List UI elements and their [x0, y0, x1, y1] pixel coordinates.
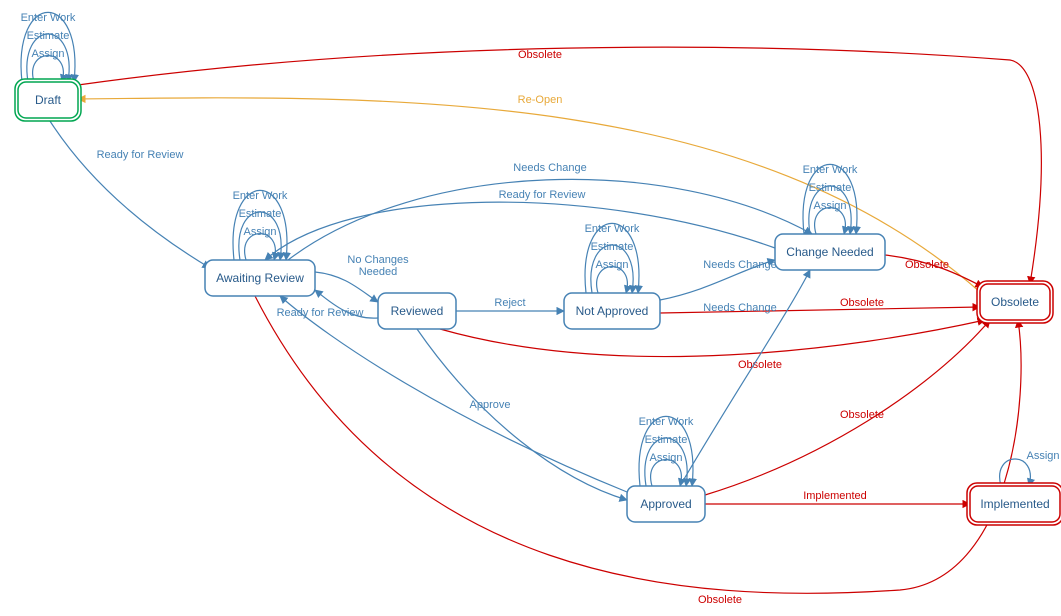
- selfloop-label-awaiting-2: Enter Work: [233, 190, 288, 202]
- edge-approved-to-obsolete: [705, 320, 990, 495]
- edge-label-approved-to-obsolete: Obsolete: [840, 409, 884, 421]
- edge-label-approved-to-changeneeded: Needs Change: [703, 302, 776, 314]
- node-label-awaiting: Awaiting Review: [216, 271, 304, 285]
- selfloop-label-draft-2: Enter Work: [21, 12, 76, 24]
- state-diagram: Obsolete Re-Open Ready for Review Ready for…: [0, 0, 1061, 616]
- node-approved: Approved: [627, 486, 705, 522]
- edge-draft-to-awaiting: [48, 118, 210, 268]
- edge-label-changeneeded-to-obsolete: Obsolete: [905, 259, 949, 271]
- edge-label-approved-to-implemented: Implemented: [803, 490, 867, 502]
- selfloop-label-changeneeded-2: Enter Work: [803, 164, 858, 176]
- edge-reviewed-to-obsolete: [440, 320, 985, 357]
- selfloop-label-changeneeded-0: Assign: [813, 200, 846, 212]
- selfloop-label-approved-0: Assign: [649, 452, 682, 464]
- selfloop-label-notapproved-0: Assign: [595, 259, 628, 271]
- node-draft: Draft: [15, 79, 81, 121]
- selfloop-label-awaiting-1: Estimate: [239, 208, 282, 220]
- edge-label-draft-to-awaiting: Ready for Review: [97, 149, 184, 161]
- node-notapproved: Not Approved: [564, 293, 660, 329]
- selfloop-label-awaiting-0: Assign: [243, 226, 276, 238]
- node-reviewed: Reviewed: [378, 293, 456, 329]
- node-label-changeneeded: Change Needed: [786, 245, 873, 259]
- selfloop-label-notapproved-1: Estimate: [591, 241, 634, 253]
- selfloop-label-approved-1: Estimate: [645, 434, 688, 446]
- edge-changeneeded-to-awaiting: [265, 202, 775, 260]
- node-label-notapproved: Not Approved: [576, 304, 649, 318]
- node-changeneeded: Change Needed: [775, 234, 885, 270]
- edge-label-notapproved-to-obsolete: Obsolete: [840, 297, 884, 309]
- edge-label-reviewed-to-obsolete: Obsolete: [738, 359, 782, 371]
- edge-label-notapproved-to-changeneeded: Needs Change: [703, 259, 776, 271]
- edge-label-awaiting-to-obsolete: Obsolete: [698, 594, 742, 606]
- edge-label-awaiting-to-changeneeded: Needs Change: [513, 162, 586, 174]
- selfloop-label-implemented: Assign: [1026, 450, 1059, 462]
- selfloop-label-draft-0: Assign: [31, 48, 64, 60]
- node-awaiting: Awaiting Review: [205, 260, 315, 296]
- node-label-obsolete: Obsolete: [991, 295, 1039, 309]
- edge-label-awaiting-to-reviewed: No ChangesNeeded: [347, 254, 409, 278]
- node-label-draft: Draft: [35, 93, 62, 107]
- edge-label-reviewed-to-awaiting: Ready for Review: [277, 307, 364, 319]
- edge-label-draft-to-obsolete: Obsolete: [518, 49, 562, 61]
- selfloop-label-approved-2: Enter Work: [639, 416, 694, 428]
- node-obsolete: Obsolete: [977, 281, 1053, 323]
- edge-label-changeneeded-to-awaiting: Ready for Review: [499, 189, 586, 201]
- selfloop-label-notapproved-2: Enter Work: [585, 223, 640, 235]
- edge-label-reviewed-to-approved: Approve: [470, 399, 511, 411]
- selfloop-label-draft-1: Estimate: [27, 30, 70, 42]
- node-label-implemented: Implemented: [980, 497, 1049, 511]
- edges-layer: Obsolete Re-Open Ready for Review Ready for…: [21, 12, 1060, 606]
- node-implemented: Implemented: [967, 483, 1061, 525]
- nodes-layer: Draft Awaiting Review Reviewed Not Approved…: [15, 79, 1061, 525]
- node-label-reviewed: Reviewed: [391, 304, 444, 318]
- selfloop-label-changeneeded-1: Estimate: [809, 182, 852, 194]
- edge-label-obsolete-to-draft: Re-Open: [518, 94, 563, 106]
- node-label-approved: Approved: [640, 497, 691, 511]
- edge-awaiting-to-obsolete: [255, 296, 1021, 593]
- edge-label-reviewed-to-notapproved: Reject: [494, 297, 525, 309]
